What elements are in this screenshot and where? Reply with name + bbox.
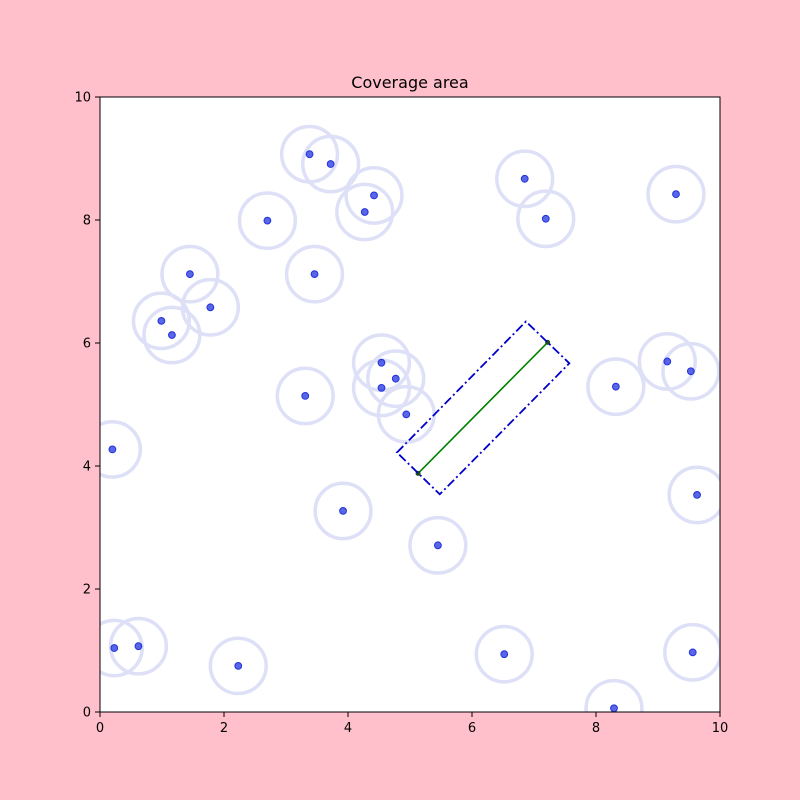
coverage-rectangle <box>395 320 571 496</box>
data-point <box>305 150 314 159</box>
data-point <box>693 491 701 499</box>
path-segment <box>417 341 549 474</box>
coverage-circle <box>646 164 706 224</box>
data-point <box>339 506 347 515</box>
data-point <box>391 374 400 383</box>
coverage-circle <box>142 305 202 365</box>
coverage-circle <box>237 191 298 251</box>
chart-title: Coverage area <box>351 73 468 92</box>
data-point <box>672 190 680 199</box>
y-tick-label: 8 <box>83 214 91 229</box>
sensor-points <box>108 150 701 712</box>
data-point <box>377 358 386 367</box>
x-tick-label: 2 <box>220 721 228 736</box>
coverage-circle <box>284 244 345 304</box>
plot-frame <box>99 96 721 713</box>
data-point <box>234 661 243 670</box>
data-point <box>110 644 119 652</box>
coverage-circle <box>100 618 144 678</box>
x-tick-label: 6 <box>468 721 476 736</box>
data-point <box>168 331 176 339</box>
coverage-circle <box>366 349 426 409</box>
data-point <box>434 541 442 550</box>
data-point <box>402 410 411 419</box>
coverage-circle <box>335 182 395 242</box>
data-point <box>610 704 618 712</box>
y-tick-label: 4 <box>83 460 91 475</box>
coverage-circle <box>300 134 361 194</box>
data-point <box>263 216 272 225</box>
x-axis: 0 2 4 6 8 10 <box>96 712 728 736</box>
y-axis: 0 2 4 6 8 10 <box>74 91 100 721</box>
coverage-circle <box>586 357 646 417</box>
data-point <box>541 214 550 223</box>
data-point <box>520 174 529 183</box>
coverage-circle <box>667 465 720 525</box>
data-point <box>157 316 166 325</box>
coverage-circle <box>180 277 241 337</box>
coverage-circle <box>131 291 192 351</box>
x-tick-label: 10 <box>712 721 729 736</box>
segment-and-rectangle <box>395 320 571 496</box>
coverage-circle <box>661 341 720 401</box>
coverage-circle <box>408 515 468 575</box>
data-point <box>326 160 335 168</box>
data-point <box>377 383 386 392</box>
coverage-circle <box>108 616 169 676</box>
data-point <box>686 367 695 376</box>
data-point <box>360 208 369 216</box>
data-point <box>186 270 194 279</box>
data-point <box>611 382 620 391</box>
y-tick-label: 6 <box>83 337 91 352</box>
coverage-circle <box>344 165 404 225</box>
coverage-circle <box>474 624 534 684</box>
data-point <box>310 270 319 279</box>
coverage-circle <box>275 366 335 426</box>
coverage-circle <box>584 678 644 712</box>
coverage-circle <box>516 189 576 249</box>
data-point <box>134 642 143 651</box>
coverage-circle <box>160 244 220 304</box>
y-tick-label: 10 <box>74 91 91 106</box>
coverage-circle <box>663 622 720 682</box>
coverage-circle <box>495 149 555 209</box>
data-point <box>500 650 509 659</box>
x-tick-label: 4 <box>344 721 352 736</box>
data-point <box>370 191 378 200</box>
data-point <box>688 648 697 657</box>
coverage-circle <box>100 419 143 479</box>
data-point <box>301 391 310 400</box>
data-point <box>206 303 215 312</box>
x-tick-label: 8 <box>592 721 600 736</box>
coverage-circle <box>208 636 268 696</box>
data-point <box>663 357 672 366</box>
coverage-circle <box>313 481 373 541</box>
y-tick-label: 2 <box>83 583 91 598</box>
x-tick-label: 0 <box>96 721 104 736</box>
y-tick-label: 0 <box>83 706 91 721</box>
data-point <box>108 445 117 454</box>
